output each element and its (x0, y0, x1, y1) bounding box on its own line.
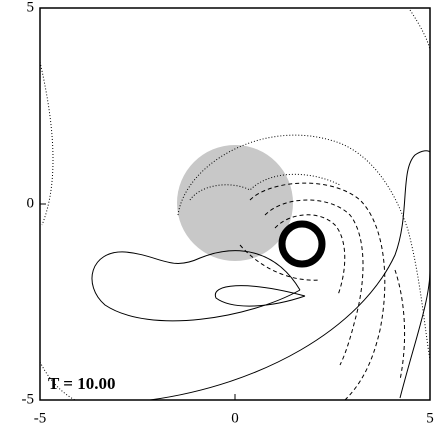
x-tick-label: -5 (34, 410, 47, 426)
contour-line (274, 214, 346, 296)
contour-line (177, 134, 431, 361)
contour-line (264, 199, 364, 366)
body-ring (278, 220, 326, 268)
contour-line (214, 285, 306, 307)
contour-line (249, 182, 386, 401)
contour-line (409, 9, 431, 51)
contour-line (39, 361, 76, 401)
shaded-region (177, 145, 293, 261)
contour-field (39, 9, 431, 401)
annotation: T = 10.00 (48, 374, 115, 393)
y-tick-label: 5 (27, 0, 35, 15)
contour-line (189, 173, 341, 201)
contour-line (91, 250, 301, 322)
contour-line (239, 244, 321, 281)
y-tick-label: -5 (22, 391, 35, 407)
contour-line (394, 269, 406, 381)
contour-line (149, 150, 431, 401)
x-tick-label: 5 (426, 410, 434, 426)
y-tick-label: 0 (27, 195, 35, 211)
x-tick-label: 0 (231, 410, 239, 426)
contour-line (39, 61, 54, 226)
